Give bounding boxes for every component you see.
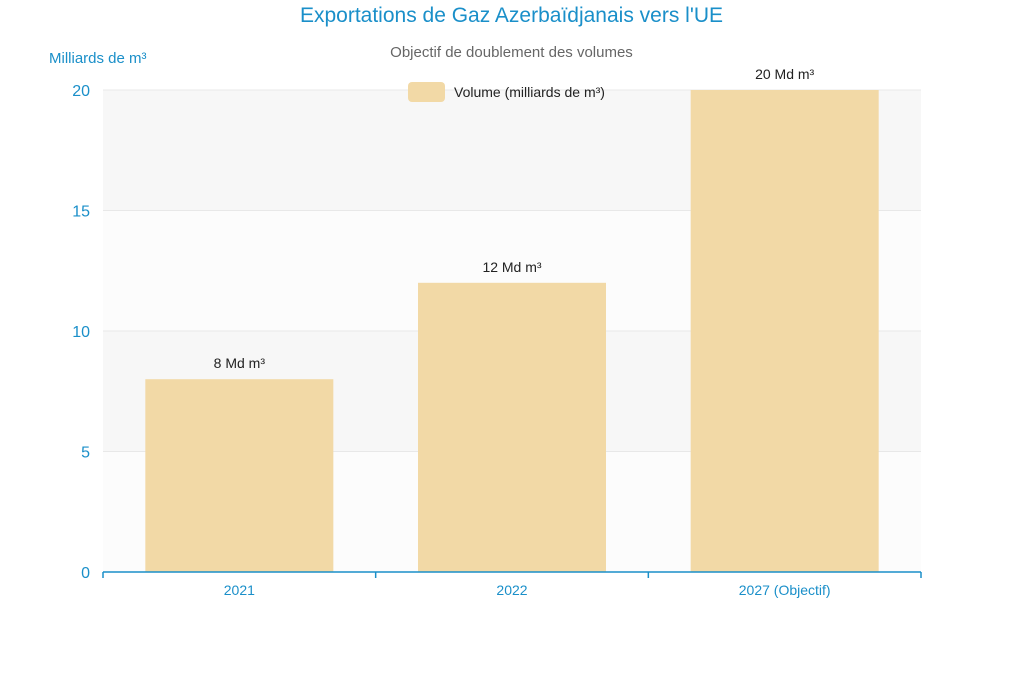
y-tick-label: 20 — [72, 83, 90, 100]
x-tick-label: 2022 — [496, 582, 527, 598]
legend-label: Volume (milliards de m³) — [454, 84, 605, 100]
x-tick-label: 2021 — [224, 582, 255, 598]
chart-subtitle: Objectif de doublement des volumes — [390, 44, 633, 61]
data-label: 8 Md m³ — [214, 355, 266, 371]
y-tick-label: 10 — [72, 324, 90, 341]
legend[interactable]: Volume (milliards de m³) — [408, 82, 605, 102]
bar — [418, 282, 606, 572]
data-label: 12 Md m³ — [482, 259, 541, 275]
chart-title: Exportations de Gaz Azerbaïdjanais vers … — [299, 4, 724, 27]
y-tick-label: 5 — [81, 445, 90, 462]
y-tick-label: 15 — [72, 204, 90, 221]
bar — [690, 90, 879, 572]
legend-swatch — [408, 82, 445, 102]
y-axis-title: Milliards de m³ — [49, 50, 147, 67]
x-tick-label: 2027 (Objectif) — [739, 582, 831, 598]
y-tick-label: 0 — [81, 565, 90, 582]
data-label: 20 Md m³ — [755, 66, 814, 82]
bar — [145, 379, 334, 572]
